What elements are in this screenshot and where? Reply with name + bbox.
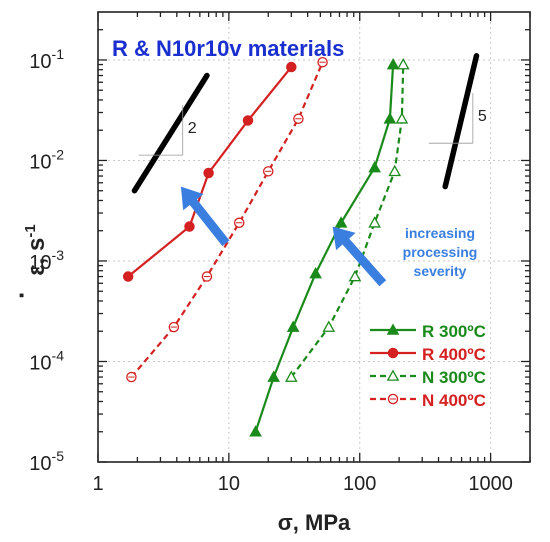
x-axis-label: σ, MPa: [278, 510, 351, 535]
series-2: [285, 58, 410, 382]
slope-indicator-1: 5: [428, 53, 487, 190]
legend-label: R 400ºC: [422, 345, 486, 364]
data-point: [368, 161, 381, 173]
legend-label: R 300ºC: [422, 322, 486, 341]
y-tick-label: 10-5: [29, 448, 64, 475]
data-point: [242, 115, 254, 126]
processing-arrows: [180, 186, 387, 287]
y-axis-exponent: -1: [22, 224, 39, 237]
legend-item-0: R 300ºC: [370, 322, 486, 341]
processing-arrow-1: [332, 226, 387, 287]
processing-annotation: increasing processing severity: [403, 225, 478, 279]
data-point: [368, 216, 381, 228]
data-point: [322, 320, 336, 332]
legend-label: N 400ºC: [422, 391, 486, 410]
data-point: [396, 58, 410, 70]
data-point: [334, 216, 348, 228]
slope-indicator-0: 2: [131, 72, 210, 194]
legend-item-1: R 400ºC: [370, 345, 486, 364]
data-point: [267, 370, 280, 382]
legend-marker: [386, 323, 400, 335]
series-1: [122, 61, 297, 282]
annotation-line: increasing: [405, 225, 475, 241]
x-tick-label: 1: [92, 473, 103, 495]
legend-marker: [386, 369, 400, 381]
x-tick-label: 10: [218, 473, 240, 495]
legend-item-2: N 300ºC: [370, 368, 486, 387]
data-point: [203, 167, 214, 179]
series-3: [126, 56, 328, 383]
y-tick-label: 10-1: [29, 46, 64, 73]
series-line: [254, 64, 395, 433]
slope-line: [131, 72, 210, 194]
data-point: [348, 270, 362, 282]
tick-labels: 1 10 100 1000 10-5 10-4 10-3 10-2 10-1: [29, 46, 513, 495]
axis-ticks: [97, 12, 531, 463]
x-tick-label: 100: [343, 473, 376, 495]
data-point: [122, 271, 134, 282]
legend-marker: [387, 347, 399, 359]
plot-frame: [97, 11, 531, 463]
svg-text:ε, s-1: ε, s-1: [22, 224, 50, 275]
legend: R 300ºC R 400ºC N 300ºC N 400ºC: [370, 322, 486, 410]
y-tick-label: 10-3: [29, 247, 64, 274]
x-tick-label: 1000: [468, 473, 513, 495]
series-0: [249, 58, 400, 437]
grid-lines: [98, 12, 530, 462]
y-tick-label: 10-4: [29, 347, 64, 374]
data-point: [184, 221, 195, 232]
data-point: [388, 164, 402, 177]
legend-label: N 300ºC: [422, 368, 486, 387]
y-axis-label: ε, s-1 ·: [6, 224, 50, 299]
annotation-line: severity: [414, 263, 467, 279]
slope-label: 5: [478, 108, 487, 125]
data-point: [383, 112, 397, 124]
slope-line: [442, 53, 480, 190]
annotation-line: processing: [403, 244, 478, 260]
data-point: [386, 58, 400, 70]
y-axis-unit: , s: [23, 238, 50, 265]
slope-indicators: 25: [131, 53, 487, 194]
data-point: [249, 425, 262, 437]
series-group: [122, 56, 410, 437]
data-point: [286, 320, 300, 332]
y-axis-symbol: ε: [23, 264, 50, 275]
processing-arrow-0: [180, 186, 230, 247]
data-point: [395, 112, 409, 124]
y-tick-label: 10-2: [29, 146, 64, 173]
slope-label: 2: [188, 120, 197, 137]
data-point: [286, 61, 297, 73]
chart-title: R & N10r10v materials: [112, 36, 344, 61]
data-point: [309, 266, 322, 279]
data-point: [285, 370, 298, 382]
legend-item-3: N 400ºC: [370, 391, 486, 410]
y-axis-dot: ·: [6, 290, 36, 299]
